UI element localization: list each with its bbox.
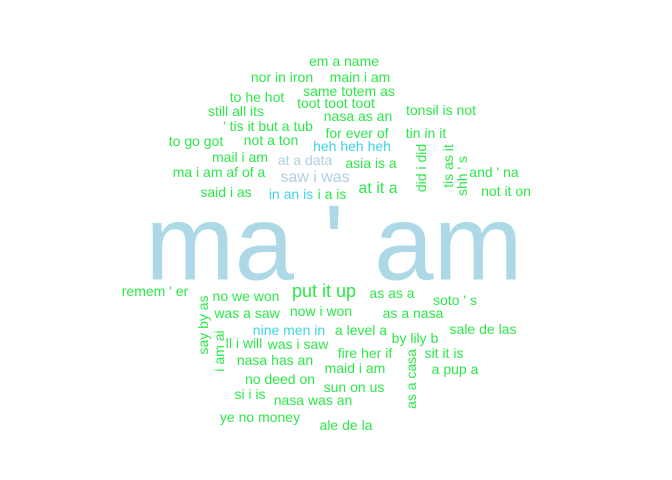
- word-at-it-a: at it a: [358, 180, 398, 197]
- word-nor-in-iron: nor in iron: [250, 69, 314, 85]
- word-heh-heh-heh: heh heh heh: [313, 138, 391, 154]
- word-by-lily-b: by lily b: [391, 330, 439, 346]
- word-a-level-a: a level a: [334, 322, 388, 338]
- word-fire-her-if: fire her if: [337, 345, 393, 361]
- word-mail-i-am: mail i am: [211, 149, 269, 165]
- word-em-a-name: em a name: [308, 53, 380, 69]
- word-no-deed-on: no deed on: [244, 371, 316, 387]
- word-for-ever-of: for ever of: [325, 125, 389, 141]
- word-ale-de-la: ale de la: [319, 417, 373, 433]
- word-was-i-saw: was i saw: [267, 336, 329, 352]
- word-ll-i-will: ll i will: [225, 335, 263, 351]
- word-sale-de-las: sale de las: [449, 321, 517, 337]
- word-still-all-its: still all its: [207, 103, 265, 119]
- word-tonsil-is-not: tonsil is not: [405, 102, 477, 118]
- word-si-i-is: si i is: [234, 386, 266, 402]
- word-i-a-is: i a is: [317, 186, 347, 202]
- word-as-as-a: as as a: [369, 285, 415, 301]
- word-and-na: and ' na: [469, 164, 519, 180]
- word-soto-s: soto ' s: [433, 292, 477, 308]
- word-tis-it-but-a-tub: ' tis it but a tub: [223, 118, 313, 134]
- word-ma-am: ma ' am: [145, 182, 523, 303]
- word-in-an-is: in an is: [268, 186, 314, 202]
- word-a-pup-a: a pup a: [431, 361, 479, 377]
- word-maid-i-am: maid i am: [324, 360, 386, 376]
- word-to-go-got: to go got: [168, 133, 224, 149]
- word-tin-in-it: tin in it: [405, 125, 447, 141]
- word-say-by-as: say by as: [195, 295, 211, 355]
- word-saw-i-was: saw i was: [280, 169, 350, 186]
- word-no-we-won: no we won: [212, 288, 280, 304]
- word-put-it-up: put it up: [291, 281, 357, 301]
- word-remem-er: remem ' er: [121, 283, 189, 299]
- word-same-totem-as: same totem as: [303, 83, 395, 99]
- word-ma-i-am-af-of-a: ma i am af of a: [172, 164, 266, 180]
- word-was-a-saw: was a saw: [214, 305, 280, 321]
- word-nasa-was-an: nasa was an: [273, 392, 353, 408]
- word-not-a-ton: not a ton: [243, 132, 299, 148]
- word-nine-men-in: nine men in: [252, 322, 326, 338]
- word-i-am-ai: i am ai: [211, 330, 227, 372]
- word-as-a-nasa: as a nasa: [382, 305, 444, 321]
- word-not-it-on: not it on: [481, 183, 531, 199]
- word-nasa-has-an: nasa has an: [236, 352, 314, 368]
- word-to-he-hot: to he hot: [229, 89, 285, 105]
- word-as-a-casa: as a casa: [403, 349, 419, 409]
- word-toot-toot-toot: toot toot toot: [297, 95, 375, 111]
- word-tis-as-it: tis as it: [440, 144, 456, 188]
- word-sit-it-is: sit it is: [424, 345, 464, 361]
- word-now-i-won: now i won: [289, 303, 353, 319]
- word-main-i-am: main i am: [329, 69, 391, 85]
- word-at-a-data: at a data: [277, 152, 333, 168]
- word-asia-is-a: asia is a: [345, 155, 397, 171]
- word-nasa-as-an: nasa as an: [323, 108, 393, 124]
- word-ye-no-money: ye no money: [219, 409, 301, 425]
- word-did-i-did: did i did: [413, 143, 429, 193]
- word-said-i-as: said i as: [200, 184, 252, 200]
- word-shh-s: shh ' s: [454, 155, 470, 197]
- word-sun-on-us: sun on us: [323, 379, 385, 395]
